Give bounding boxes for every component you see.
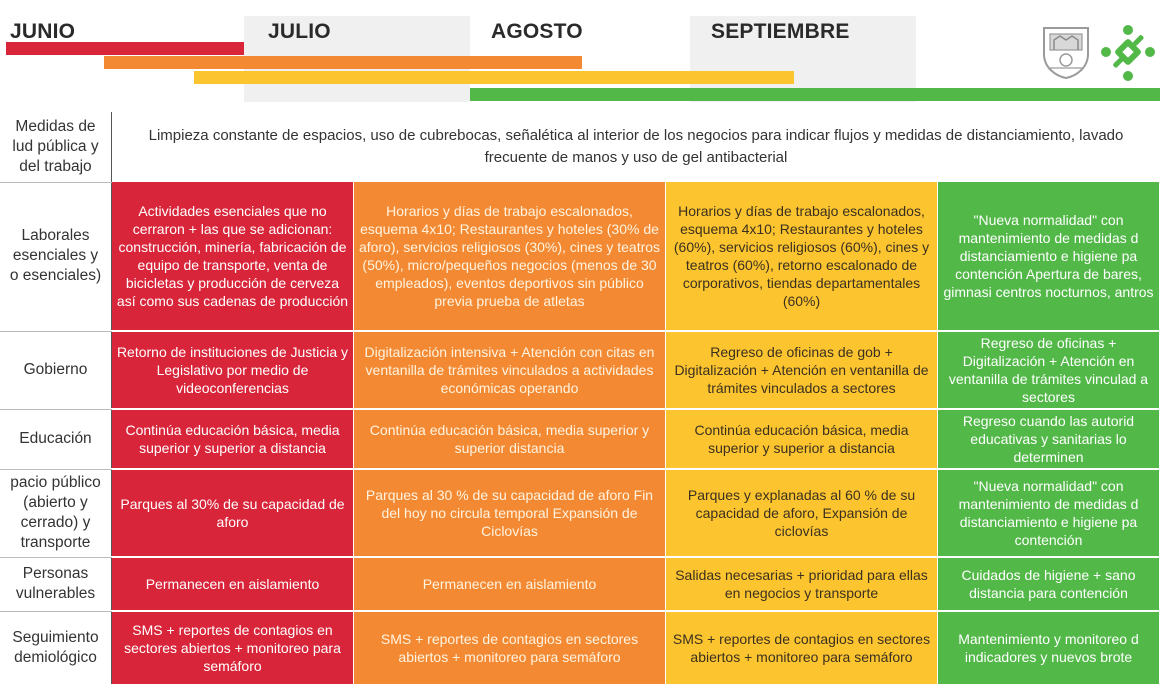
cell-orange: Parques al 30 % de su capacidad de aforo…	[354, 470, 666, 556]
month-label-septiembre: SEPTIEMBRE	[711, 20, 850, 43]
row-divider	[0, 557, 112, 558]
row-seguimiento: Seguimiento demiológico SMS + reportes d…	[0, 612, 1160, 684]
row-divider	[0, 611, 112, 612]
row-laborales: Laborales esenciales y o esenciales) Act…	[0, 182, 1160, 330]
row-label: Gobierno	[0, 332, 112, 408]
cell-yellow: Parques y explanadas al 60 % de su capac…	[666, 470, 938, 556]
row-label: Medidas de lud pública y del trabajo	[0, 112, 112, 182]
cell-orange: Horarios y días de trabajo escalonados, …	[354, 182, 666, 330]
cell-green: Cuidados de higiene + sano distancia par…	[938, 558, 1160, 610]
cell-orange: Permanecen en aislamiento	[354, 558, 666, 610]
timeline-header: JUNIO JULIO AGOSTO SEPTIEMBRE	[0, 0, 1160, 110]
month-label-julio: JULIO	[268, 20, 331, 43]
row-espacio-publico: pacio público (abierto y cerrado) y tran…	[0, 470, 1160, 556]
cdmx-shield-icon	[1040, 24, 1092, 85]
cell-yellow: Regreso de oficinas de gob + Digitalizac…	[666, 332, 938, 408]
row-label: Laborales esenciales y o esenciales)	[0, 182, 112, 330]
row-label: pacio público (abierto y cerrado) y tran…	[0, 470, 112, 556]
month-label-junio: JUNIO	[10, 20, 76, 43]
cell-yellow: Salidas necesarias + prioridad para ella…	[666, 558, 938, 610]
cell-red: SMS + reportes de contagios en sectores …	[112, 612, 354, 684]
cell-red: Retorno de instituciones de Justicia y L…	[112, 332, 354, 408]
timeline-bar-orange	[104, 56, 582, 69]
month-label-agosto: AGOSTO	[491, 20, 583, 43]
row-gobierno: Gobierno Retorno de instituciones de Jus…	[0, 332, 1160, 408]
row-divider	[0, 409, 112, 410]
cdmx-emblem-icon	[1100, 24, 1156, 89]
row-salud-publica: Medidas de lud pública y del trabajo Lim…	[0, 112, 1160, 182]
row-educacion: Educación Continúa educación básica, med…	[0, 410, 1160, 468]
timeline-bar-red	[6, 42, 244, 55]
cell-yellow: SMS + reportes de contagios en sectores …	[666, 612, 938, 684]
cell-yellow: Horarios y días de trabajo escalonados, …	[666, 182, 938, 330]
cell-red: Permanecen en aislamiento	[112, 558, 354, 610]
row-divider	[0, 469, 112, 470]
row-divider	[0, 182, 112, 183]
cell-orange: SMS + reportes de contagios en sectores …	[354, 612, 666, 684]
row-personas-vulnerables: Personas vulnerables Permanecen en aisla…	[0, 558, 1160, 610]
salud-publica-text: Limpieza constante de espacios, uso de c…	[112, 112, 1160, 182]
cell-orange: Digitalización intensiva + Atención con …	[354, 332, 666, 408]
cell-green: Mantenimiento y monitoreo d indicadores …	[938, 612, 1160, 684]
cell-red: Continúa educación básica, media superio…	[112, 410, 354, 468]
cell-yellow: Continúa educación básica, media superio…	[666, 410, 938, 468]
timeline-bar-yellow	[194, 71, 794, 84]
row-label: Seguimiento demiológico	[0, 612, 112, 684]
cell-green: "Nueva normalidad" con mantenimiento de …	[938, 470, 1160, 556]
row-label: Personas vulnerables	[0, 558, 112, 610]
row-divider	[0, 331, 112, 332]
cell-green: Regreso de oficinas + Digitalización + A…	[938, 332, 1160, 408]
cell-green: "Nueva normalidad" con mantenimiento de …	[938, 182, 1160, 330]
timeline-bar-green	[470, 88, 1160, 101]
cell-red: Parques al 30% de su capacidad de aforo	[112, 470, 354, 556]
month-box-septiembre	[690, 16, 916, 102]
cell-green: Regreso cuando las autorid educativas y …	[938, 410, 1160, 468]
row-label: Educación	[0, 410, 112, 468]
cell-orange: Continúa educación básica, media superio…	[354, 410, 666, 468]
cell-red: Actividades esenciales que no cerraron +…	[112, 182, 354, 330]
